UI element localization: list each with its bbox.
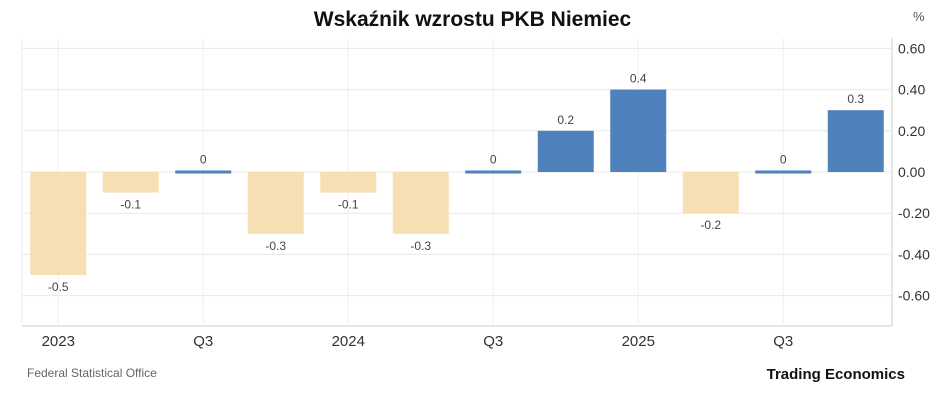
x-axis-ticks: 2023 Q3 2024 Q3 2025 Q3 — [42, 333, 794, 350]
data-label: 0 — [780, 153, 787, 167]
x-tick-label: Q3 — [193, 333, 213, 350]
bars — [30, 89, 884, 275]
x-tick-label: 2025 — [622, 333, 655, 350]
x-tick-label: Q3 — [773, 333, 793, 350]
bar — [247, 172, 304, 234]
x-tick-label: 2023 — [42, 333, 75, 350]
y-axis-unit: % — [913, 9, 925, 24]
data-label: -0.2 — [700, 218, 721, 232]
bar — [682, 172, 739, 214]
data-label: -0.1 — [338, 198, 359, 212]
bar — [320, 172, 377, 193]
y-tick-label: 0.00 — [898, 164, 925, 180]
bar — [537, 130, 594, 172]
y-tick-label: -0.60 — [898, 288, 930, 304]
data-label: 0.3 — [847, 92, 864, 106]
x-tick-label: Q3 — [483, 333, 503, 350]
data-label: -0.1 — [120, 198, 141, 212]
data-label: -0.5 — [48, 280, 69, 294]
data-label: 0 — [490, 153, 497, 167]
y-tick-label: 0.20 — [898, 123, 925, 139]
bar — [610, 89, 667, 172]
bar — [30, 172, 87, 275]
y-tick-label: 0.60 — [898, 40, 925, 56]
data-label: 0.2 — [557, 113, 574, 127]
brand-label: Trading Economics — [766, 366, 905, 383]
bar — [827, 110, 884, 172]
data-label: 0 — [200, 153, 207, 167]
chart-title: Wskaźnik wzrostu PKB Niemiec — [313, 8, 632, 31]
data-label: -0.3 — [265, 239, 286, 253]
y-tick-label: -0.20 — [898, 205, 930, 221]
y-tick-label: 0.40 — [898, 82, 925, 98]
bar — [465, 170, 522, 174]
data-label: 0.4 — [630, 72, 647, 86]
bar — [102, 172, 159, 193]
bar — [175, 170, 232, 174]
y-tick-label: -0.40 — [898, 246, 930, 262]
x-tick-label: 2024 — [332, 333, 365, 350]
bar — [755, 170, 812, 174]
data-labels: -0.5 -0.1 0 -0.3 -0.1 -0.3 0 0.2 0.4 -0.2 0 0.3 — [48, 72, 865, 294]
bar — [392, 172, 449, 234]
data-label: -0.3 — [410, 239, 431, 253]
source-note: Federal Statistical Office — [27, 366, 157, 380]
y-axis-ticks: 0.60 0.40 0.20 0.00 -0.20 -0.40 -0.60 — [898, 40, 930, 303]
